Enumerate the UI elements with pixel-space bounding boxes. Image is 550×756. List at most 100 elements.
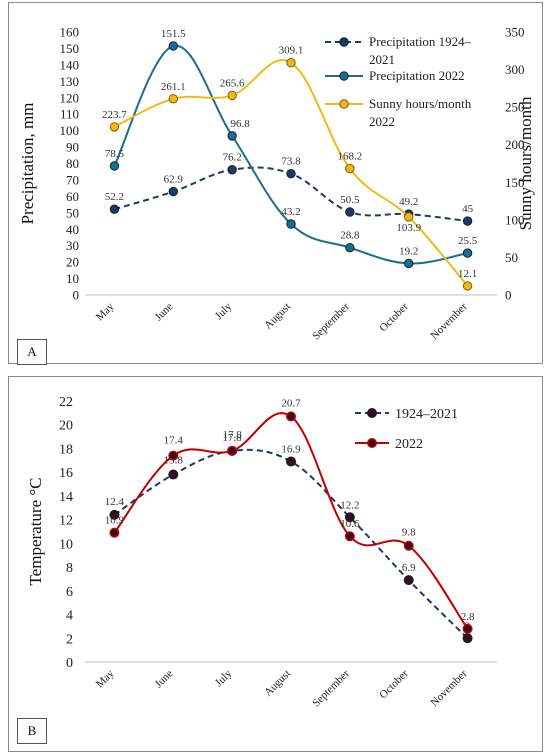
- y-tick-label-left: 130: [60, 74, 80, 89]
- y-tick-label-left: 160: [60, 25, 80, 40]
- legend-entry: 2022: [369, 114, 395, 129]
- x-tick-label: May: [94, 300, 117, 323]
- y-tick-label-left: 110: [60, 107, 79, 122]
- data-label: 52.2: [105, 191, 124, 203]
- data-point: [168, 450, 179, 461]
- data-point: [227, 165, 237, 175]
- y-tick-label-left: 20: [66, 255, 79, 270]
- y-tick-label-left: 30: [66, 238, 79, 253]
- data-label: 76.2: [223, 152, 242, 164]
- x-tick-label: August: [262, 301, 293, 332]
- y-tick-label-left: 100: [60, 123, 80, 138]
- x-tick-label: September: [310, 300, 352, 342]
- data-point: [404, 212, 414, 222]
- data-point: [345, 242, 355, 253]
- data-label: 2.8: [461, 611, 475, 623]
- y-tick-label-left: 150: [60, 41, 80, 56]
- legend-entry: 2022: [395, 437, 423, 452]
- data-point: [403, 575, 414, 586]
- data-point: [109, 527, 120, 538]
- data-label: 6.9: [402, 562, 416, 574]
- y-tick-label-left: 140: [60, 57, 80, 72]
- legend-entry: Precipitation 2022: [369, 68, 465, 83]
- legend-marker: [367, 438, 378, 449]
- data-point: [227, 131, 237, 141]
- data-point: [344, 531, 355, 542]
- data-label: 28.8: [340, 230, 360, 242]
- data-label: 19.2: [399, 245, 418, 257]
- data-point: [109, 204, 120, 214]
- data-point: [344, 512, 355, 523]
- data-label: 261.1: [161, 81, 186, 93]
- y-tick-label-left: 50: [66, 205, 79, 220]
- data-point: [462, 248, 473, 258]
- x-tick-label: November: [428, 300, 470, 342]
- data-label: 49.2: [399, 196, 418, 208]
- y-tick-label-right: 250: [505, 100, 525, 115]
- data-point: [168, 469, 179, 480]
- data-label: 12.2: [340, 499, 359, 511]
- panel-b-label: B: [17, 718, 47, 744]
- x-tick-label: November: [428, 667, 470, 709]
- y-tick-label: 20: [59, 419, 73, 434]
- legend-marker: [367, 408, 378, 419]
- chart-panel-b: 0 2 4 6 8 10 12 14 16 18 20 22 May June July August Sept…: [8, 376, 543, 752]
- y-tick-label-right: 150: [505, 175, 525, 190]
- data-point: [109, 122, 120, 132]
- x-tick-label: October: [377, 300, 411, 334]
- data-point: [168, 186, 178, 197]
- x-tick-label: July: [213, 667, 235, 689]
- y-tick-label-right: 100: [505, 212, 525, 227]
- data-label: 223.7: [102, 109, 127, 121]
- data-label: 62.9: [164, 174, 184, 186]
- data-label: 73.8: [281, 156, 301, 168]
- data-point: [286, 456, 297, 467]
- data-point: [286, 411, 297, 422]
- data-point: [462, 633, 473, 644]
- y-axis-title: Temperature °C: [26, 477, 45, 585]
- y-tick-label-right: 350: [505, 25, 525, 40]
- y-tick-label-left: 40: [66, 222, 79, 237]
- legend-entry: 2021: [369, 52, 395, 67]
- data-label: 43.2: [281, 206, 300, 218]
- y-tick-label: 22: [59, 395, 73, 410]
- y-tick-label: 6: [66, 585, 73, 600]
- y-tick-label: 18: [59, 442, 73, 457]
- x-tick-label: July: [213, 300, 235, 322]
- y-axis-title-right: Sunny hours/month: [516, 96, 535, 230]
- data-label: 50.5: [340, 194, 360, 206]
- data-label: 9.8: [402, 527, 416, 539]
- y-tick-label-left: 80: [66, 156, 79, 171]
- y-tick-label-left: 60: [66, 189, 79, 204]
- data-point: [403, 540, 414, 551]
- series-line-2: [113, 44, 468, 265]
- data-label: 12.1: [458, 268, 477, 280]
- legend-entry: Precipitation 1924–: [369, 34, 472, 49]
- data-label: 309.1: [279, 45, 304, 57]
- x-tick-label: August: [262, 668, 293, 699]
- data-label: 25.5: [458, 235, 478, 247]
- y-tick-label-left: 90: [66, 140, 79, 155]
- data-point: [462, 281, 473, 291]
- y-tick-label-right: 50: [505, 250, 518, 265]
- panel-a-label: A: [17, 339, 47, 365]
- data-point: [109, 509, 120, 520]
- y-tick-label: 16: [59, 466, 73, 481]
- y-tick-label-left: 10: [66, 271, 79, 286]
- data-label: 16.9: [281, 444, 301, 456]
- x-tick-label: June: [153, 301, 176, 324]
- chart-a-svg: 0102030405060708090100110120130140150160…: [18, 25, 535, 343]
- x-tick-label: September: [310, 667, 352, 709]
- series-line-1: [113, 448, 469, 639]
- data-point: [168, 41, 178, 51]
- data-label: 10.6: [340, 518, 360, 530]
- x-tick-label: October: [377, 667, 411, 701]
- legend-marker: [339, 71, 349, 81]
- data-label: 45: [462, 203, 474, 215]
- legend-entry: Sunny hours/month: [369, 96, 472, 111]
- data-point: [345, 207, 355, 217]
- x-tick-label: May: [94, 667, 117, 690]
- data-point: [462, 216, 473, 226]
- legend-marker: [339, 37, 349, 47]
